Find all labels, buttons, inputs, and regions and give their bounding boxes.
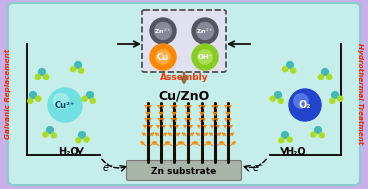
Circle shape (90, 98, 95, 103)
Circle shape (47, 127, 53, 133)
Circle shape (71, 67, 75, 72)
Text: e⁻: e⁻ (252, 163, 263, 173)
Circle shape (198, 50, 212, 64)
Circle shape (197, 22, 213, 40)
Circle shape (291, 68, 296, 73)
Circle shape (79, 132, 85, 138)
Text: Assembly: Assembly (160, 74, 208, 83)
Text: O₂: O₂ (299, 100, 311, 110)
Circle shape (36, 96, 41, 101)
FancyBboxPatch shape (127, 160, 241, 180)
Circle shape (278, 98, 283, 103)
Circle shape (270, 96, 275, 101)
Circle shape (82, 96, 87, 101)
Text: Hydrothermal Treatment: Hydrothermal Treatment (357, 43, 363, 145)
Circle shape (330, 98, 335, 103)
Text: OH⁻: OH⁻ (197, 54, 213, 60)
Circle shape (44, 74, 49, 80)
Text: Zn substrate: Zn substrate (151, 167, 217, 176)
Circle shape (35, 74, 40, 80)
Circle shape (53, 93, 69, 109)
Circle shape (322, 69, 328, 75)
Circle shape (287, 62, 293, 68)
Circle shape (327, 74, 332, 80)
Text: H₂O: H₂O (58, 147, 78, 157)
Circle shape (338, 96, 343, 101)
Circle shape (86, 92, 93, 98)
Circle shape (332, 92, 339, 98)
Circle shape (283, 67, 287, 72)
FancyBboxPatch shape (8, 3, 360, 185)
Circle shape (192, 44, 218, 70)
Text: Zn$^{2+}$: Zn$^{2+}$ (196, 26, 214, 36)
Text: Galvanic Replacement: Galvanic Replacement (5, 49, 11, 139)
Circle shape (29, 92, 36, 98)
Circle shape (275, 92, 282, 98)
Circle shape (315, 127, 321, 133)
Text: Cu: Cu (157, 53, 169, 61)
Circle shape (150, 18, 176, 44)
Text: H₂O: H₂O (285, 147, 305, 157)
Circle shape (84, 137, 89, 142)
Circle shape (43, 132, 48, 137)
Circle shape (155, 22, 171, 40)
Circle shape (279, 138, 284, 143)
FancyBboxPatch shape (142, 10, 226, 72)
Circle shape (319, 133, 324, 138)
Circle shape (311, 132, 316, 137)
Circle shape (282, 132, 289, 138)
Circle shape (318, 74, 323, 80)
Circle shape (28, 98, 33, 103)
Circle shape (289, 89, 321, 121)
Circle shape (294, 94, 308, 108)
Circle shape (39, 69, 45, 75)
Circle shape (48, 88, 82, 122)
Circle shape (75, 62, 81, 68)
Circle shape (287, 137, 292, 142)
Circle shape (51, 133, 56, 138)
Text: Zn$^{2+}$: Zn$^{2+}$ (154, 26, 172, 36)
Circle shape (79, 68, 84, 73)
Circle shape (76, 138, 81, 143)
Text: Cu²⁺: Cu²⁺ (55, 101, 75, 109)
Circle shape (192, 18, 218, 44)
Circle shape (150, 44, 176, 70)
Circle shape (156, 50, 170, 64)
Text: Cu/ZnO: Cu/ZnO (158, 90, 210, 102)
Text: e⁻: e⁻ (102, 163, 114, 173)
